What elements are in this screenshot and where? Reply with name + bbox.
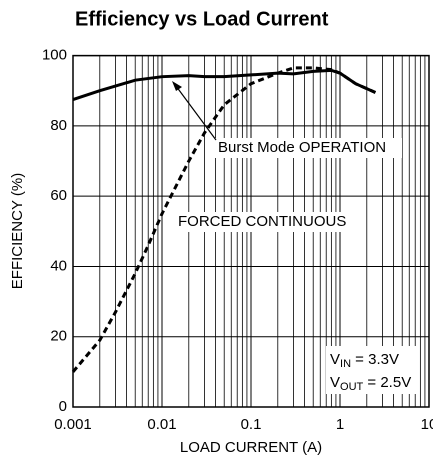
annotation-rest: = 2.5V [363, 374, 411, 391]
arrow-head [172, 81, 182, 91]
annotation-subscript: IN [340, 358, 351, 370]
arrow-line [175, 85, 217, 141]
annotation-rest: = 3.3V [351, 351, 399, 368]
plot-frame [72, 54, 430, 408]
x-tick-label: 0.1 [241, 416, 262, 433]
annotation-base: V [330, 374, 340, 391]
y-tick-label: 0 [59, 398, 67, 415]
chart-title: Efficiency vs Load Current [75, 8, 329, 30]
label-background [214, 138, 402, 158]
y-tick-label: 40 [50, 257, 67, 274]
annotation-subscript: OUT [340, 381, 364, 393]
x-axis-label: LOAD CURRENT (A) [180, 439, 322, 456]
series-label: FORCED CONTINUOUS [178, 213, 346, 230]
x-tick-label: 1 [336, 416, 344, 433]
label-background [326, 346, 416, 394]
x-tick-label: 0.01 [147, 416, 176, 433]
y-tick-label: 80 [50, 117, 67, 134]
x-tick-label: 10 [421, 416, 433, 433]
series-label: Burst Mode OPERATION [218, 139, 386, 156]
y-tick-label: 100 [42, 47, 67, 64]
annotation-base: V [330, 351, 340, 368]
y-tick-label: 60 [50, 187, 67, 204]
series-line [71, 66, 377, 373]
y-tick-label: 20 [50, 328, 67, 345]
annotation: VIN = 3.3V [330, 351, 399, 370]
x-tick-label: 0.001 [54, 416, 92, 433]
label-background [174, 212, 352, 232]
y-axis-label: EFFICIENCY (%) [9, 173, 26, 289]
annotation: VOUT = 2.5V [330, 374, 411, 393]
